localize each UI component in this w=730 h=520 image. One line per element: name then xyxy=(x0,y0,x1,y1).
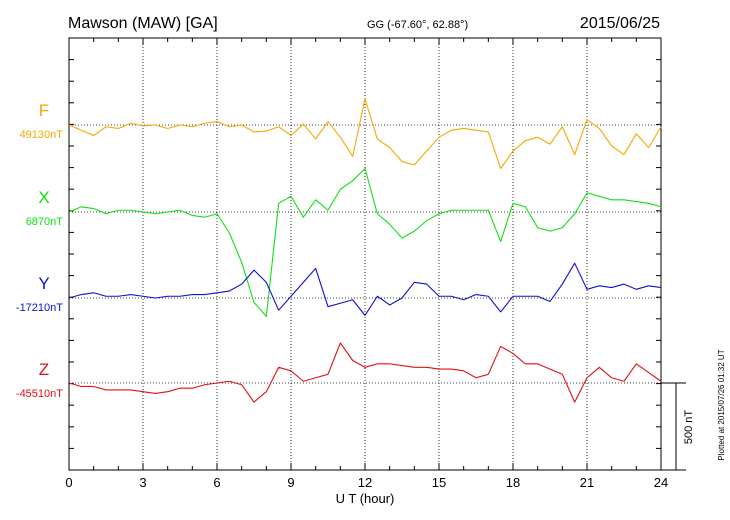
x-tick-label: 0 xyxy=(65,475,72,490)
series-name-z: Z xyxy=(39,360,49,379)
series-name-y: Y xyxy=(38,274,49,293)
station-title: Mawson (MAW) [GA] xyxy=(68,15,218,32)
scale-bar: 500 nT xyxy=(661,382,695,471)
series-line-z xyxy=(68,342,662,403)
x-axis-label: U T (hour) xyxy=(336,491,395,506)
plot-area xyxy=(68,37,662,471)
date-label: 2015/06/25 xyxy=(580,15,660,32)
series-line-f xyxy=(68,98,662,170)
x-tick-label: 18 xyxy=(506,475,520,490)
coordinates-label: GG (-67.60°, 62.88°) xyxy=(367,19,468,31)
plotted-timestamp: Plotted at 2015/07/26 01:32 UT xyxy=(717,349,726,460)
series-line-y xyxy=(68,262,662,316)
tick-marks xyxy=(68,37,662,470)
series-baseline-y: -17210nT xyxy=(16,302,63,314)
series-baseline-f: 49130nT xyxy=(20,129,64,141)
x-tick-label: 24 xyxy=(654,475,668,490)
grid-lines xyxy=(69,38,661,470)
x-tick-label: 21 xyxy=(580,475,594,490)
series-line-x xyxy=(68,167,662,317)
x-tick-label: 6 xyxy=(213,475,220,490)
series-labels: F 49130nT X 6870nT Y -17210nT Z -45510nT xyxy=(16,101,63,400)
x-tick-label: 9 xyxy=(287,475,294,490)
x-tick-label: 15 xyxy=(432,475,446,490)
series-baseline-z: -45510nT xyxy=(16,388,63,400)
x-tick-label: 12 xyxy=(358,475,372,490)
series-name-f: F xyxy=(39,101,49,120)
series-name-x: X xyxy=(38,188,49,207)
x-tick-labels: 0 3 6 9 12 15 18 21 24 xyxy=(65,475,668,490)
series-baseline-x: 6870nT xyxy=(26,216,64,228)
scale-bar-label: 500 nT xyxy=(683,410,695,445)
x-tick-label: 3 xyxy=(139,475,146,490)
series-group xyxy=(68,98,662,403)
